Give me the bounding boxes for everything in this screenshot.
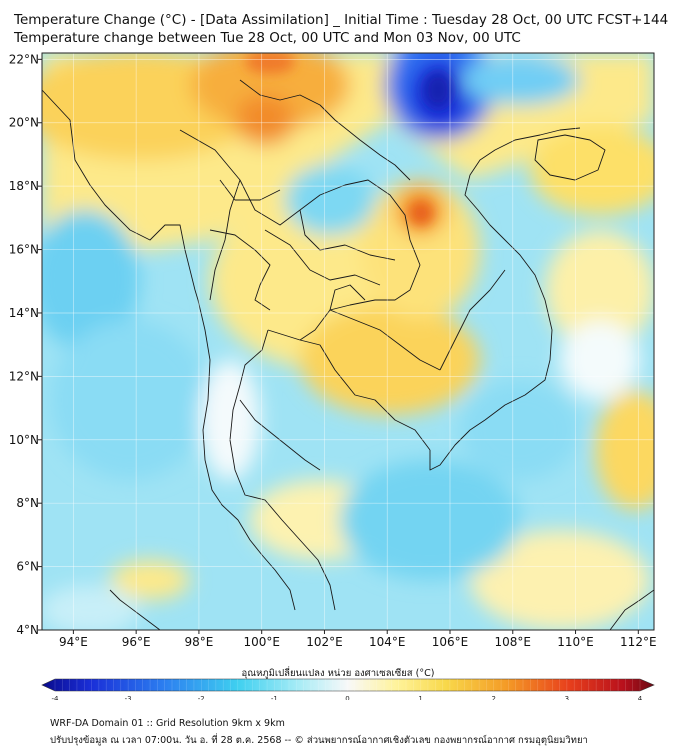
province-lines-5 — [329, 284, 366, 311]
vietnam-coast — [429, 127, 581, 471]
colorbar-tick-label: -1 — [271, 695, 278, 700]
map-frame — [41, 52, 655, 631]
colorbar-tick-label: -2 — [198, 695, 205, 700]
lon-label: 112°E — [620, 635, 657, 649]
colorbar-tick-label: -4 — [52, 695, 60, 700]
myanmar-coast — [42, 89, 199, 301]
lat-label: 14°N — [9, 306, 39, 320]
temperature-change-map: 94°E 96°E 98°E 100°E 102°E 104°E 106°E 108°E 110… — [9, 52, 657, 700]
province-lines-4 — [219, 179, 281, 201]
province-lines-3 — [264, 229, 381, 286]
lat-label: 12°N — [9, 369, 39, 383]
lon-label: 102°E — [306, 635, 343, 649]
hainan-island — [534, 134, 606, 181]
lat-label: 16°N — [9, 243, 39, 257]
map-subtitle: Temperature change between Tue 28 Oct, 0… — [14, 30, 521, 46]
colorbar-tick-label: 1 — [418, 695, 422, 700]
thai-cambodia-border — [329, 309, 441, 371]
latitude-labels: 22°N 20°N 18°N 16°N 14°N 12°N 10°N 8°N 6°N 4°N — [9, 52, 42, 637]
province-lines-2 — [299, 209, 396, 261]
thai-myanmar-border — [209, 179, 241, 301]
gulf-west-coast — [229, 329, 336, 611]
colorbar-tick-label: 4 — [638, 695, 643, 700]
lon-label: 100°E — [243, 635, 280, 649]
thailand-border — [179, 129, 421, 341]
lon-label: 110°E — [557, 635, 594, 649]
temperature-field — [42, 53, 654, 630]
province-lines-1 — [209, 229, 271, 311]
colorbar-ticks: -4 -3 -2 -1 0 1 2 3 4 — [52, 695, 643, 700]
lat-label: 20°N — [9, 116, 39, 130]
lon-label: 106°E — [432, 635, 469, 649]
colorbar-tick-label: 0 — [345, 695, 349, 700]
lat-label: 8°N — [16, 496, 39, 510]
lat-label: 6°N — [16, 560, 39, 574]
footer-model-info: WRF-DA Domain 01 :: Grid Resolution 9km … — [50, 718, 285, 729]
borneo-coast — [609, 589, 654, 630]
lon-label: 98°E — [184, 635, 213, 649]
gulf-north-coast — [267, 329, 431, 451]
lon-label: 104°E — [369, 635, 406, 649]
lat-label: 10°N — [9, 433, 39, 447]
colorbar-tick-label: -3 — [125, 695, 132, 700]
lon-label: 108°E — [495, 635, 532, 649]
colorbar-label: อุณหภูมิเปลี่ยนแปลง หน่วย องศาเซลเซียส (… — [241, 668, 435, 679]
colorbar-tick-label: 2 — [492, 695, 496, 700]
map-title: Temperature Change (°C) - [Data Assimila… — [14, 12, 669, 28]
map-gridlines — [42, 53, 654, 631]
colorbar-gradient — [41, 678, 655, 692]
footer-credit: ปรับปรุงข้อมูล ณ เวลา 07:00น. วัน อ. ที่… — [50, 735, 588, 746]
colorbar: -4 -3 -2 -1 0 1 2 3 4 — [41, 678, 655, 700]
lat-label: 4°N — [16, 623, 39, 637]
colorbar-tick-label: 3 — [565, 695, 569, 700]
sumatra-coast — [109, 589, 161, 630]
lon-label: 96°E — [122, 635, 151, 649]
lat-label: 22°N — [9, 52, 39, 66]
lat-label: 18°N — [9, 179, 39, 193]
longitude-labels: 94°E 96°E 98°E 100°E 102°E 104°E 106°E 108°E 110… — [59, 630, 657, 649]
peninsula-west-coast — [197, 299, 296, 611]
lon-label: 94°E — [59, 635, 88, 649]
